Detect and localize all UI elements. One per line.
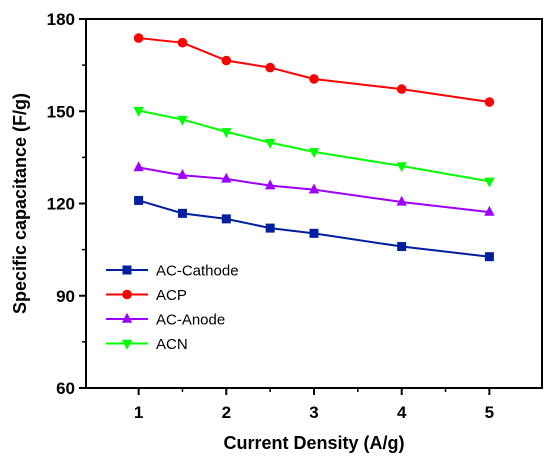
- data-point-ac-cathode: [397, 242, 407, 252]
- data-point-ac-anode: [177, 169, 188, 179]
- data-point-acn: [221, 128, 232, 139]
- legend-label: ACP: [156, 287, 187, 304]
- data-point-acn: [177, 115, 188, 126]
- y-tick-label: 150: [47, 102, 75, 121]
- series-acn: [133, 106, 495, 188]
- data-point-acp: [221, 55, 232, 66]
- data-point-ac-cathode: [484, 252, 494, 262]
- series-line-ac-cathode: [138, 199, 490, 258]
- legend-label: AC-Cathode: [156, 263, 239, 280]
- data-point-acp: [396, 84, 407, 94]
- legend-item-acp: ACP: [106, 287, 187, 304]
- x-tick-label: 4: [397, 403, 407, 422]
- data-point-acp: [309, 74, 319, 84]
- series-layer: [133, 33, 495, 262]
- data-point-acn: [133, 106, 144, 117]
- data-point-acp: [133, 33, 144, 43]
- series-line-acn: [138, 109, 490, 183]
- x-tick-label: 1: [134, 403, 143, 422]
- legend-marker: [122, 289, 132, 300]
- y-tick-label: 90: [56, 287, 75, 306]
- series-line-acp: [138, 37, 490, 104]
- y-axis-label: Specific capacitance (F/g): [10, 93, 30, 314]
- legend: AC-Cathode ACP AC-Anode ACN: [106, 263, 239, 353]
- x-tick-label: 3: [309, 403, 318, 422]
- x-tick-label: 5: [485, 403, 494, 422]
- axes: 1 2 3 4 5 60 90 120 150 180: [47, 10, 543, 422]
- x-axis-label: Current Density (A/g): [223, 433, 404, 453]
- data-point-acn: [396, 162, 407, 173]
- legend-marker: [121, 312, 133, 323]
- data-point-ac-cathode: [309, 228, 319, 238]
- data-point-acp: [265, 62, 275, 73]
- legend-label: AC-Anode: [156, 312, 225, 329]
- legend-item-ac-cathode: AC-Cathode: [106, 263, 239, 280]
- data-point-ac-cathode: [177, 208, 187, 218]
- data-point-ac-anode: [133, 161, 144, 172]
- legend-label: ACN: [156, 336, 188, 353]
- data-point-ac-anode: [396, 195, 407, 206]
- data-point-ac-anode: [484, 205, 495, 216]
- data-point-ac-cathode: [265, 223, 275, 233]
- series-ac-cathode: [134, 195, 494, 262]
- x-tick-label: 2: [222, 403, 231, 422]
- y-tick-label: 60: [56, 379, 75, 398]
- legend-marker: [122, 265, 132, 275]
- legend-item-acn: ACN: [106, 336, 188, 353]
- data-point-acp: [177, 37, 188, 48]
- data-point-acn: [264, 138, 276, 149]
- data-point-ac-cathode: [221, 214, 231, 224]
- data-point-ac-anode: [221, 172, 232, 183]
- data-point-acn: [484, 177, 495, 188]
- series-ac-anode: [133, 161, 495, 216]
- legend-marker: [121, 339, 133, 350]
- y-tick-label: 120: [47, 195, 75, 214]
- data-point-acp: [484, 97, 495, 107]
- data-point-ac-anode: [308, 183, 320, 194]
- data-point-acn: [308, 148, 320, 159]
- y-tick-label: 180: [47, 10, 75, 29]
- legend-item-ac-anode: AC-Anode: [106, 312, 225, 329]
- data-point-ac-cathode: [134, 195, 144, 205]
- series-acp: [133, 33, 495, 107]
- data-point-ac-anode: [264, 179, 276, 190]
